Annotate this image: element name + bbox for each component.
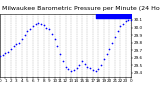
- Point: [1, 55, 4, 56]
- Point: [81, 61, 83, 62]
- Point: [86, 66, 89, 67]
- Point: [116, 31, 119, 32]
- Point: [72, 69, 75, 70]
- Point: [59, 53, 61, 55]
- Point: [67, 68, 70, 70]
- Point: [70, 70, 72, 71]
- Point: [51, 33, 53, 34]
- Point: [53, 38, 56, 39]
- Point: [108, 48, 111, 49]
- Point: [4, 52, 7, 54]
- Point: [92, 69, 94, 70]
- Point: [26, 31, 29, 32]
- Point: [75, 68, 78, 69]
- Point: [105, 53, 108, 55]
- Point: [15, 43, 18, 45]
- Point: [84, 63, 86, 64]
- Point: [113, 36, 116, 37]
- Point: [18, 42, 20, 43]
- Point: [122, 23, 124, 24]
- Point: [62, 61, 64, 62]
- Point: [111, 42, 113, 43]
- Point: [64, 66, 67, 67]
- Point: [34, 24, 37, 25]
- Point: [78, 65, 80, 66]
- Point: [124, 21, 127, 22]
- Point: [127, 19, 130, 21]
- Point: [45, 27, 48, 28]
- Point: [0, 56, 1, 57]
- Point: [130, 19, 132, 21]
- Point: [37, 22, 40, 24]
- Point: [29, 28, 31, 30]
- Point: [12, 46, 15, 47]
- Point: [10, 48, 12, 49]
- Text: Milwaukee Barometric Pressure per Minute (24 Hours): Milwaukee Barometric Pressure per Minute…: [2, 6, 160, 11]
- Point: [21, 38, 23, 39]
- Point: [97, 68, 100, 70]
- Point: [103, 58, 105, 60]
- Point: [94, 71, 97, 72]
- Point: [100, 65, 102, 66]
- Point: [32, 25, 34, 27]
- Point: [56, 46, 59, 47]
- Point: [42, 25, 45, 26]
- Point: [23, 34, 26, 36]
- Point: [48, 28, 51, 30]
- Point: [119, 25, 122, 27]
- Point: [40, 23, 42, 24]
- Point: [89, 68, 92, 69]
- Point: [7, 51, 9, 52]
